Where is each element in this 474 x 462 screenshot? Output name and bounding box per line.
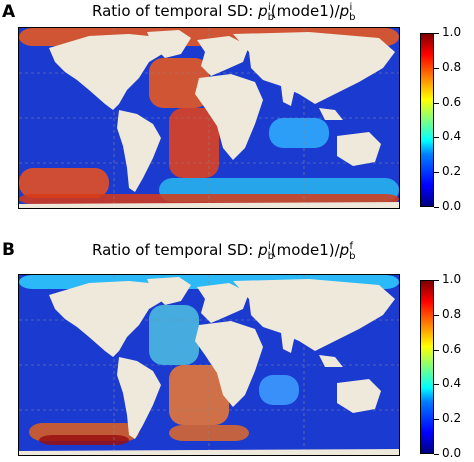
land-mass bbox=[281, 333, 295, 353]
land-mass bbox=[233, 279, 395, 351]
ocean-value-region bbox=[269, 118, 329, 148]
panel-b-label: B bbox=[2, 240, 15, 260]
land-mass bbox=[197, 36, 249, 76]
panel-b-title-den-var: p bbox=[339, 241, 350, 259]
colorbar-tick-mark bbox=[434, 384, 439, 386]
colorbar-tick-label: 0.8 bbox=[442, 59, 462, 74]
panel-b-title: Ratio of temporal SD: pbi(mode1)/pbf bbox=[92, 241, 356, 262]
panel-a-map bbox=[18, 27, 400, 209]
colorbar-tick-mark bbox=[434, 349, 439, 351]
ocean-value-region bbox=[169, 108, 219, 178]
colorbar-tick-label: 0.0 bbox=[442, 199, 462, 213]
colorbar-tick-label: 1.0 bbox=[442, 272, 462, 286]
land-mass bbox=[337, 132, 381, 166]
panel-a-title-den-var: p bbox=[339, 2, 350, 20]
colorbar-tick-mark bbox=[434, 67, 439, 69]
colorbar-tick-mark bbox=[434, 102, 439, 104]
panel-a-title-num-sub: b bbox=[267, 12, 275, 23]
panel-b-title-den-sup: f bbox=[349, 241, 354, 252]
panel-a-title-num-var: p bbox=[258, 2, 268, 20]
land-mass bbox=[197, 283, 249, 323]
land-mass bbox=[337, 379, 381, 413]
colorbar-tick-label: 0.4 bbox=[442, 376, 462, 391]
panel-a-title-prefix: Ratio of temporal SD: bbox=[92, 2, 259, 20]
land-mass bbox=[233, 32, 395, 104]
colorbar-tick-label: 0.2 bbox=[442, 164, 462, 179]
colorbar-tick-label: 0.6 bbox=[442, 341, 462, 356]
panel-a-label: A bbox=[2, 2, 16, 22]
panel-a-title-den-sup: i bbox=[349, 2, 353, 13]
colorbar-tick-mark bbox=[434, 33, 439, 34]
ocean-value-region bbox=[149, 58, 209, 108]
ocean-value-region bbox=[39, 435, 129, 445]
panel-b-map bbox=[18, 274, 400, 456]
land-mass bbox=[19, 202, 399, 208]
land-mass bbox=[49, 281, 169, 357]
panel-b-colorbar bbox=[420, 280, 434, 454]
colorbar-tick-label: 0.8 bbox=[442, 306, 462, 321]
panel-b-title-num-sub: b bbox=[267, 251, 275, 262]
land-mass bbox=[147, 277, 191, 305]
colorbar-tick-label: 1.0 bbox=[442, 25, 462, 39]
colorbar-tick-mark bbox=[434, 172, 439, 174]
land-mass bbox=[195, 74, 263, 160]
land-mass bbox=[19, 449, 399, 455]
land-mass bbox=[117, 357, 161, 439]
land-mass bbox=[281, 86, 295, 106]
land-mass bbox=[195, 321, 263, 407]
panel-a-map-svg bbox=[19, 28, 399, 208]
land-mass bbox=[147, 30, 191, 58]
land-mass bbox=[319, 355, 343, 367]
colorbar-tick-mark bbox=[434, 207, 439, 208]
ocean-value-region bbox=[259, 375, 299, 405]
ocean-value-region bbox=[19, 168, 109, 198]
panel-a-title-num-sup: i bbox=[268, 2, 271, 13]
panel-b-map-svg bbox=[19, 275, 399, 455]
panel-a-title-mid: (mode1)/ bbox=[270, 2, 340, 20]
panel-b-title-den-sub: b bbox=[349, 251, 356, 262]
ocean-value-region bbox=[149, 305, 199, 365]
colorbar-tick-label: 0.0 bbox=[442, 446, 462, 460]
panel-b-title-num-var: p bbox=[258, 241, 268, 259]
panel-b-title-num-sup: i bbox=[268, 241, 271, 252]
panel-b-title-prefix: Ratio of temporal SD: bbox=[92, 241, 259, 259]
panel-a-colorbar bbox=[420, 33, 434, 207]
colorbar-tick-mark bbox=[434, 314, 439, 316]
colorbar-tick-mark bbox=[434, 280, 439, 281]
colorbar-tick-label: 0.6 bbox=[442, 94, 462, 109]
panel-a-title: Ratio of temporal SD: pbi(mode1)/pbi bbox=[92, 2, 356, 23]
colorbar-tick-label: 0.4 bbox=[442, 129, 462, 144]
colorbar-tick-mark bbox=[434, 454, 439, 455]
land-mass bbox=[49, 34, 169, 110]
colorbar-tick-label: 0.2 bbox=[442, 411, 462, 426]
panel-a-title-den-sub: b bbox=[349, 12, 356, 23]
land-mass bbox=[319, 108, 343, 120]
colorbar-tick-mark bbox=[434, 419, 439, 421]
panel-b-title-mid: (mode1)/ bbox=[270, 241, 340, 259]
colorbar-tick-mark bbox=[434, 137, 439, 139]
land-mass bbox=[117, 110, 161, 192]
